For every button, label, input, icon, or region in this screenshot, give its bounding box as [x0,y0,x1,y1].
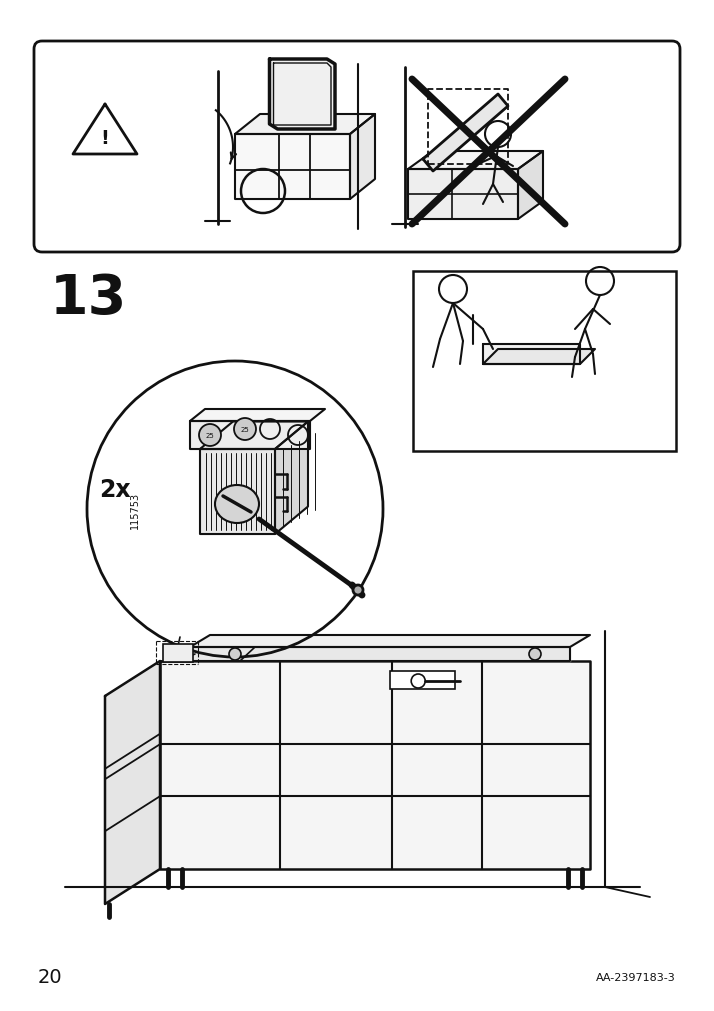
Text: !: ! [101,128,109,148]
Circle shape [529,648,541,660]
Ellipse shape [215,485,259,524]
FancyBboxPatch shape [34,42,680,253]
Circle shape [199,425,221,447]
Circle shape [234,419,256,441]
Polygon shape [190,647,570,661]
Polygon shape [190,422,310,450]
Bar [413,272,676,452]
Polygon shape [350,115,375,200]
Polygon shape [275,422,308,535]
Circle shape [353,585,363,595]
Text: 20: 20 [38,968,63,987]
Polygon shape [200,422,308,450]
Polygon shape [483,345,580,365]
Bar [390,671,456,690]
Polygon shape [105,661,160,904]
Polygon shape [200,450,275,535]
Text: 13: 13 [50,272,127,326]
Text: 2x: 2x [99,477,131,501]
Polygon shape [190,409,325,422]
Polygon shape [160,661,590,869]
Polygon shape [483,350,595,365]
Text: 25: 25 [241,427,249,433]
Text: 115753: 115753 [130,491,140,528]
Polygon shape [408,170,518,219]
Bar [163,644,193,662]
Polygon shape [408,152,543,170]
Text: 25: 25 [206,433,214,439]
Polygon shape [190,635,590,647]
Polygon shape [235,115,375,134]
Circle shape [229,648,241,660]
Polygon shape [269,60,335,129]
Polygon shape [518,152,543,219]
Text: AA-2397183-3: AA-2397183-3 [596,972,676,982]
Polygon shape [235,134,350,200]
Polygon shape [423,95,508,172]
